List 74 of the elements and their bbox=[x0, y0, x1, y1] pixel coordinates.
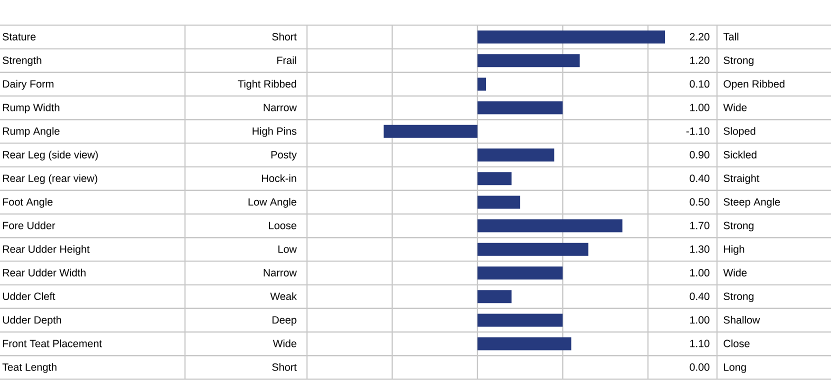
y-tick-label: Rear Leg (side view) bbox=[3, 150, 98, 161]
text: Weak bbox=[270, 292, 297, 300]
data-label: 1.10 bbox=[690, 340, 710, 348]
text: Narrow bbox=[264, 269, 297, 276]
y-tick-label: Rear Leg (rear view) bbox=[3, 174, 98, 184]
text: Posty bbox=[271, 151, 297, 161]
text: Sloped bbox=[724, 127, 756, 137]
y-tick-label: Rump Width bbox=[3, 104, 60, 114]
text: Open Ribbed bbox=[724, 80, 784, 90]
text: Tall bbox=[723, 32, 738, 40]
data-label: 1.70 bbox=[690, 222, 710, 230]
data-label: 1.00 bbox=[690, 316, 710, 324]
bar bbox=[477, 196, 520, 209]
bar bbox=[477, 101, 563, 114]
y-tick-label: Teat Length bbox=[2, 363, 56, 373]
text: Steep Angle bbox=[724, 198, 780, 208]
text: Short bbox=[272, 363, 297, 371]
text: Narrow bbox=[264, 104, 297, 112]
text: Wide bbox=[272, 340, 296, 348]
y-tick-label: Fore Udder bbox=[3, 222, 56, 230]
y-tick-label: Strength bbox=[2, 56, 42, 66]
text: Low bbox=[278, 246, 297, 253]
data-label: 0.40 bbox=[690, 174, 710, 182]
y-tick-label: Front Teat Placement bbox=[3, 340, 102, 348]
bar bbox=[477, 314, 563, 327]
bar bbox=[477, 30, 665, 44]
data-label: 1.30 bbox=[690, 245, 710, 253]
y-tick-label: Rear Udder Height bbox=[3, 245, 90, 255]
data-label: 0.00 bbox=[690, 363, 710, 371]
text: Low Angle bbox=[248, 198, 296, 208]
bar bbox=[477, 290, 512, 304]
text: Straight bbox=[724, 174, 760, 184]
text: Long bbox=[724, 364, 746, 373]
bar bbox=[477, 148, 554, 162]
bar bbox=[477, 78, 486, 91]
text: Short bbox=[272, 32, 297, 40]
data-label: 0.50 bbox=[690, 198, 710, 206]
text: Loose bbox=[269, 222, 296, 230]
text: Shallow bbox=[724, 316, 760, 324]
text: Strong bbox=[724, 222, 754, 232]
y-tick-label: Dairy Form bbox=[3, 80, 54, 90]
y-tick-label: Rear Udder Width bbox=[3, 268, 86, 276]
bar bbox=[477, 54, 580, 68]
y-tick-label: Rump Angle bbox=[3, 127, 60, 137]
data-label: 0.90 bbox=[690, 151, 710, 158]
data-label: 0.10 bbox=[690, 80, 710, 88]
text: Strong bbox=[724, 56, 754, 66]
bar bbox=[384, 124, 478, 138]
bar bbox=[477, 266, 563, 280]
text: High Pins bbox=[252, 127, 296, 137]
data-label: 1.20 bbox=[690, 56, 710, 64]
data-label: 2.20 bbox=[690, 33, 710, 40]
bar bbox=[477, 337, 572, 350]
text: Tight Ribbed bbox=[238, 80, 296, 90]
text: Close bbox=[724, 340, 750, 348]
text: Hock-in bbox=[262, 174, 296, 182]
text: Wide bbox=[723, 104, 747, 112]
y-tick-label: Udder Cleft bbox=[3, 292, 56, 300]
y-tick-label: Stature bbox=[2, 33, 36, 40]
bar bbox=[477, 219, 622, 232]
y-tick-label: Foot Angle bbox=[3, 198, 52, 208]
bar bbox=[477, 172, 512, 186]
text: Frail bbox=[277, 56, 296, 64]
bar bbox=[477, 242, 588, 256]
text: Sickled bbox=[724, 150, 756, 158]
data-label: 0.40 bbox=[690, 292, 710, 300]
data-label: 1.00 bbox=[690, 104, 710, 112]
text: Strong bbox=[724, 292, 754, 302]
data-label: 1.00 bbox=[690, 269, 710, 276]
y-tick-label: Udder Depth bbox=[3, 316, 62, 326]
text: Deep bbox=[272, 316, 296, 326]
text: Wide bbox=[723, 268, 747, 276]
data-label: -1.10 bbox=[686, 127, 710, 135]
text: High bbox=[724, 245, 744, 255]
